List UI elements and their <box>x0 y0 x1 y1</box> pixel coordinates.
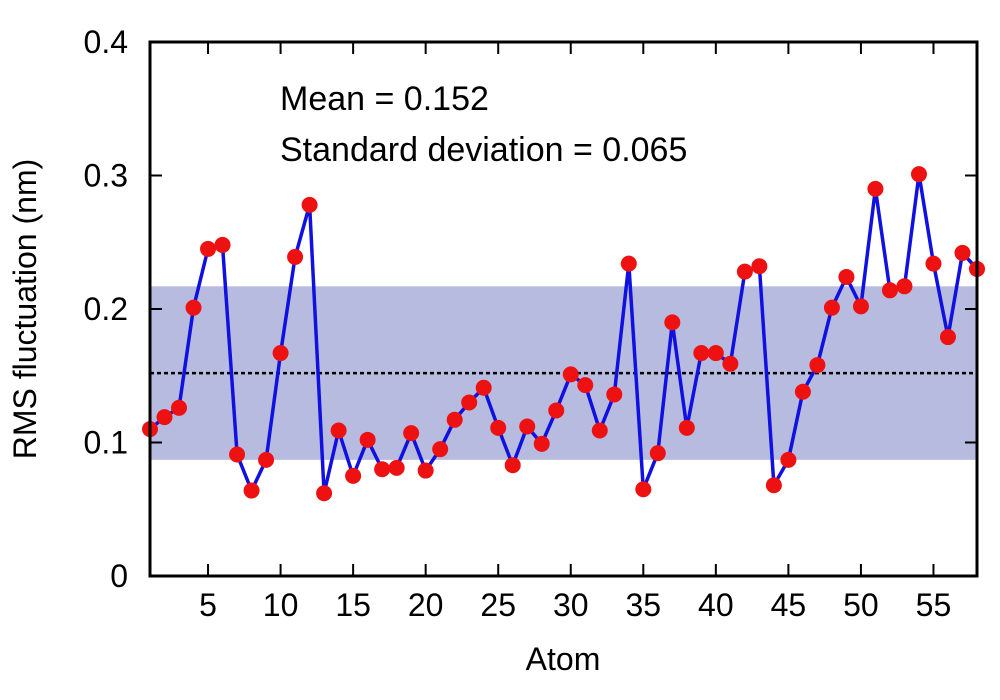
data-point <box>243 482 260 499</box>
data-point <box>475 379 492 396</box>
data-point <box>620 255 637 272</box>
data-point <box>635 481 652 498</box>
series-line-layer <box>150 172 977 495</box>
data-point <box>417 462 434 479</box>
data-point <box>301 196 318 213</box>
data-point <box>765 477 782 494</box>
data-point <box>330 422 347 439</box>
x-tick-label: 30 <box>553 587 589 623</box>
data-point <box>707 345 724 362</box>
x-axis-title: Atom <box>526 641 601 677</box>
series-line <box>150 172 977 495</box>
data-points-layer <box>142 166 985 502</box>
data-point <box>461 394 478 411</box>
x-tick-label: 50 <box>843 587 879 623</box>
data-point <box>519 418 536 435</box>
data-point <box>490 419 507 436</box>
data-point <box>910 166 927 183</box>
data-point <box>359 431 376 448</box>
y-tick-label: 0 <box>110 558 128 594</box>
data-point <box>171 399 188 416</box>
data-point <box>780 451 797 468</box>
data-point <box>548 402 565 419</box>
data-point <box>896 278 913 295</box>
data-point <box>258 451 275 468</box>
data-point <box>403 425 420 442</box>
data-point <box>200 240 217 257</box>
data-point <box>374 461 391 478</box>
mean-annotation: Mean = 0.152 <box>280 80 489 118</box>
data-point <box>852 298 869 315</box>
data-point <box>722 355 739 372</box>
data-point <box>229 446 246 463</box>
x-tick-label: 55 <box>916 587 952 623</box>
data-point <box>577 377 594 394</box>
x-tick-label: 35 <box>626 587 662 623</box>
data-point <box>939 329 956 346</box>
data-point <box>867 180 884 197</box>
data-point <box>432 441 449 458</box>
x-tick-label: 10 <box>263 587 299 623</box>
data-point <box>562 366 579 383</box>
data-point <box>316 485 333 502</box>
x-tick-label: 40 <box>698 587 734 623</box>
y-tick-label: 0.2 <box>84 291 128 327</box>
data-point <box>925 255 942 272</box>
data-point <box>678 419 695 436</box>
data-point <box>504 457 521 474</box>
y-tick-label: 0.3 <box>84 158 128 194</box>
data-point <box>214 236 231 253</box>
data-point <box>156 409 173 426</box>
data-point <box>794 383 811 400</box>
data-point <box>272 345 289 362</box>
ticks-layer: 5 10 15 20 25 30 35 40 45 50 55 0 0.1 0.2 0.3 0.4 <box>84 24 977 623</box>
data-point <box>649 445 666 462</box>
data-point <box>185 299 202 316</box>
data-point <box>388 459 405 476</box>
data-point <box>838 268 855 285</box>
std-annotation: Standard deviation = 0.065 <box>280 131 687 169</box>
data-point <box>591 422 608 439</box>
y-tick-label: 0.4 <box>84 24 128 60</box>
data-point <box>881 282 898 299</box>
y-tick-label: 0.1 <box>84 425 128 461</box>
data-point <box>823 299 840 316</box>
x-tick-label: 20 <box>408 587 444 623</box>
x-tick-label: 45 <box>771 587 807 623</box>
x-tick-label: 5 <box>199 587 217 623</box>
y-axis-title: RMS fluctuation (nm) <box>7 159 43 460</box>
data-point <box>751 258 768 275</box>
data-point <box>287 248 304 265</box>
data-point <box>736 263 753 280</box>
data-point <box>446 411 463 428</box>
data-point <box>606 386 623 403</box>
x-tick-label: 25 <box>480 587 516 623</box>
data-point <box>533 435 550 452</box>
data-point <box>954 244 971 261</box>
data-point <box>809 357 826 374</box>
x-tick-label: 15 <box>335 587 371 623</box>
data-point <box>664 314 681 331</box>
data-point <box>345 467 362 484</box>
data-point <box>693 345 710 362</box>
